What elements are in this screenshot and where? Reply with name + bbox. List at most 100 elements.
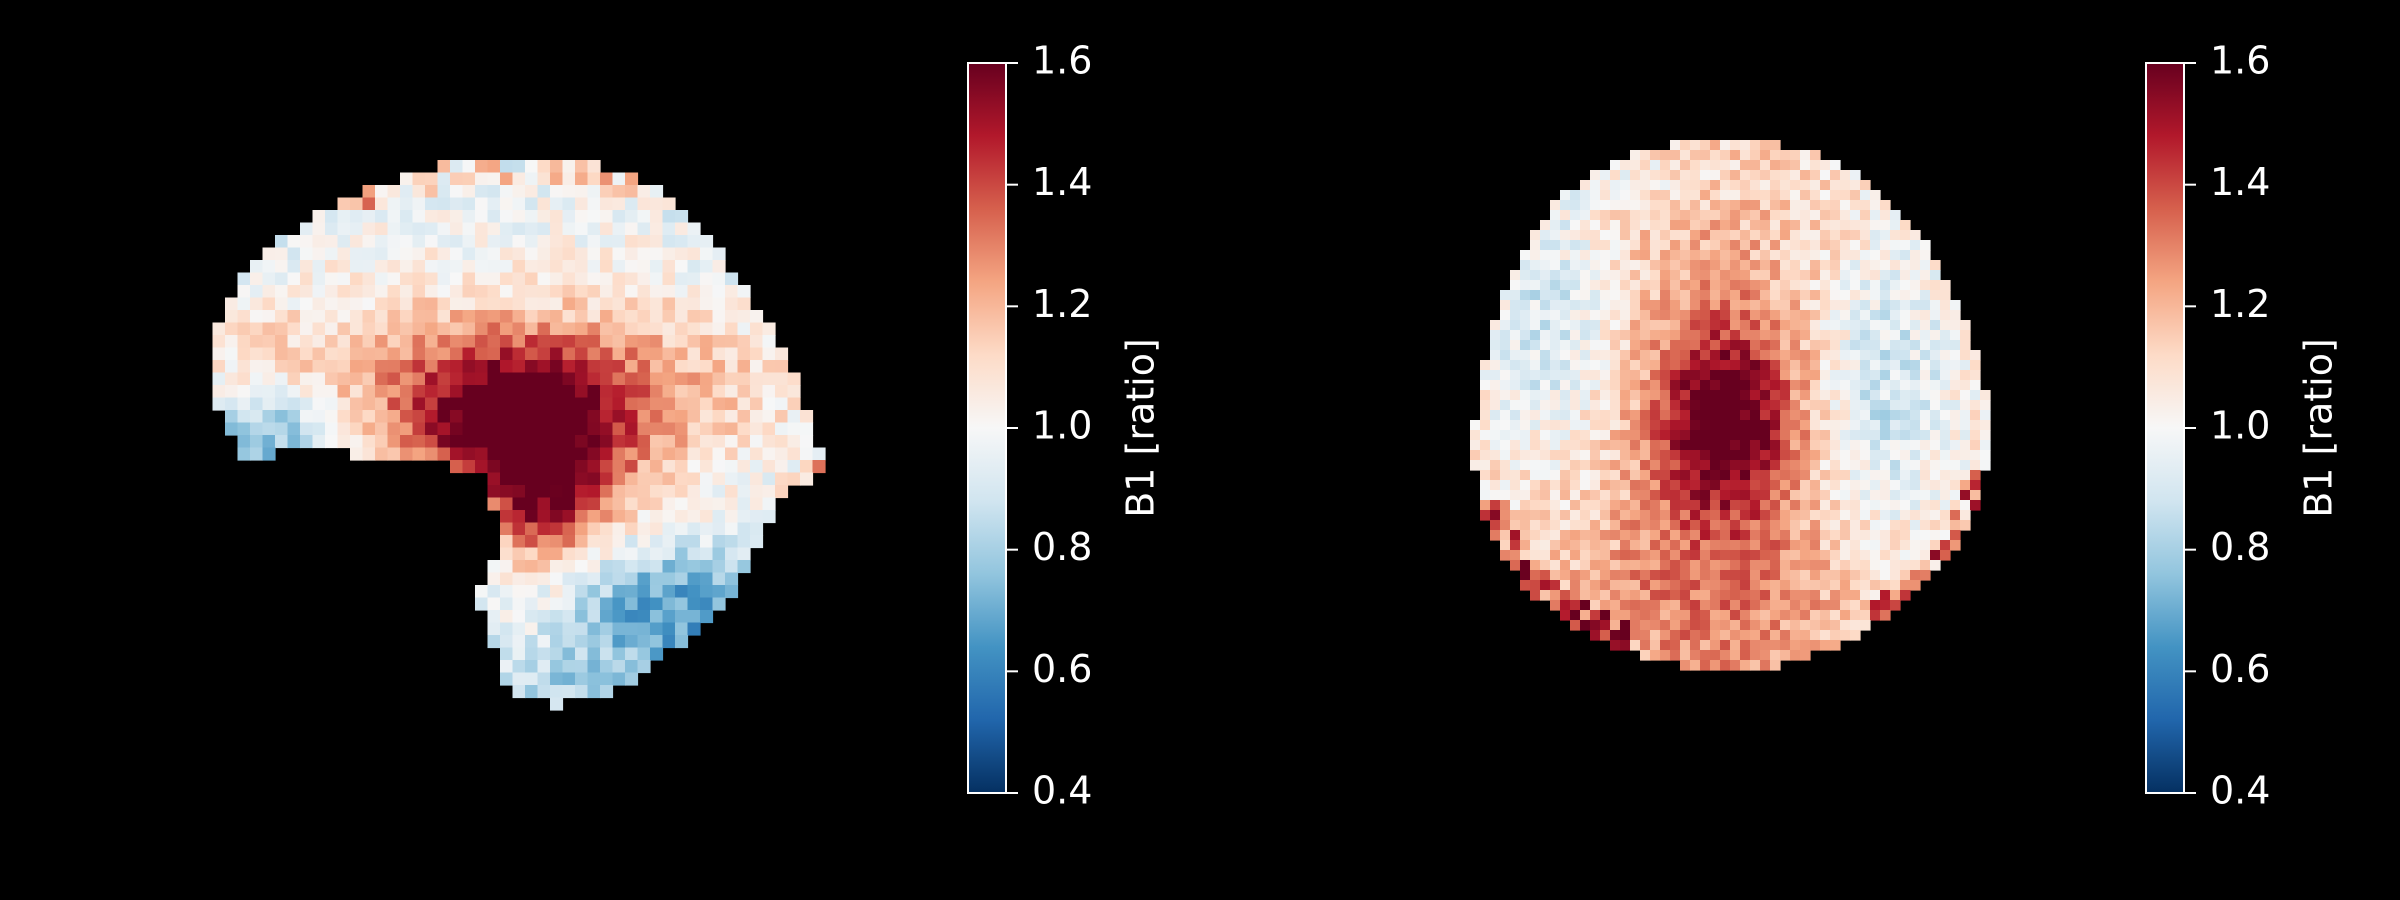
heatmap-2-cell	[1650, 280, 1661, 291]
heatmap-1-cell	[775, 397, 789, 411]
heatmap-2-cell	[1700, 280, 1711, 291]
heatmap-2-cell	[1640, 160, 1651, 171]
heatmap-2-cell	[1680, 450, 1691, 461]
heatmap-2-cell	[1950, 460, 1961, 471]
heatmap-2-cell	[1710, 220, 1721, 231]
heatmap-1-cell	[512, 447, 526, 461]
heatmap-2-cell	[1550, 320, 1561, 331]
heatmap-1-cell	[600, 335, 614, 349]
heatmap-2-cell	[1850, 390, 1861, 401]
heatmap-2-cell	[1780, 300, 1791, 311]
heatmap-2-cell	[1520, 300, 1531, 311]
heatmap-1-cell	[800, 435, 814, 449]
heatmap-2-cell	[1750, 640, 1761, 651]
heatmap-1-cell	[387, 222, 401, 236]
heatmap-2-cell	[1920, 550, 1931, 561]
heatmap-1-cell	[525, 260, 539, 274]
heatmap-1-cell	[512, 160, 526, 174]
heatmap-1-cell	[637, 647, 651, 661]
heatmap-2-cell	[1850, 610, 1861, 621]
heatmap-1-cell	[575, 360, 589, 374]
heatmap-1-cell	[487, 447, 501, 461]
heatmap-2-cell	[1470, 460, 1481, 471]
heatmap-2-cell	[1780, 260, 1791, 271]
heatmap-2-cell	[1780, 310, 1791, 321]
heatmap-1-cell	[612, 285, 626, 299]
heatmap-2-cell	[1800, 230, 1811, 241]
heatmap-1-cell	[712, 297, 726, 311]
heatmap-2-cell	[1760, 200, 1771, 211]
heatmap-2-cell	[1740, 370, 1751, 381]
heatmap-2-cell	[1510, 380, 1521, 391]
heatmap-1-cell	[787, 472, 801, 486]
heatmap-1-cell	[562, 172, 576, 186]
heatmap-2-cell	[1470, 430, 1481, 441]
heatmap-1-cell	[462, 372, 476, 386]
heatmap-1-cell	[500, 522, 514, 536]
heatmap-2-cell	[1870, 460, 1881, 471]
heatmap-2-cell	[1630, 340, 1641, 351]
heatmap-2-cell	[1500, 400, 1511, 411]
heatmap-1-cell	[550, 485, 564, 499]
heatmap-1-cell	[325, 385, 339, 399]
heatmap-1-cell	[600, 635, 614, 649]
heatmap-1-cell	[587, 210, 601, 224]
heatmap-2-cell	[1930, 410, 1941, 421]
heatmap-1-cell	[362, 397, 376, 411]
heatmap-2-cell	[1530, 380, 1541, 391]
heatmap-2-cell	[1720, 360, 1731, 371]
heatmap-2-cell	[1690, 400, 1701, 411]
heatmap-2-cell	[1830, 290, 1841, 301]
heatmap-1-cell	[737, 510, 751, 524]
heatmap-2-cell	[1880, 510, 1891, 521]
heatmap-2-cell	[1860, 470, 1871, 481]
heatmap-2-cell	[1930, 440, 1941, 451]
heatmap-2-cell	[1750, 560, 1761, 571]
heatmap-2-cell	[1720, 600, 1731, 611]
heatmap-2-cell	[1700, 310, 1711, 321]
heatmap-2-cell	[1630, 550, 1641, 561]
heatmap-2-cell	[1740, 520, 1751, 531]
heatmap-1-cell	[450, 435, 464, 449]
heatmap-2-cell	[1580, 200, 1591, 211]
heatmap-1-cell	[462, 222, 476, 236]
colorbar-1-tick-label-4: 1.2	[1032, 282, 1092, 326]
heatmap-2-cell	[1820, 360, 1831, 371]
heatmap-2-cell	[1920, 270, 1931, 281]
heatmap-2-cell	[1600, 540, 1611, 551]
heatmap-1-cell	[587, 235, 601, 249]
heatmap-2-cell	[1810, 320, 1821, 331]
heatmap-2-cell	[1840, 440, 1851, 451]
heatmap-2-cell	[1740, 500, 1751, 511]
heatmap-2-cell	[1490, 370, 1501, 381]
heatmap-2-cell	[1820, 540, 1831, 551]
heatmap-2-cell	[1660, 170, 1671, 181]
heatmap-2-cell	[1790, 260, 1801, 271]
heatmap-2-cell	[1730, 460, 1741, 471]
heatmap-2-cell	[1610, 450, 1621, 461]
heatmap-2-cell	[1540, 360, 1551, 371]
heatmap-2-cell	[1610, 280, 1621, 291]
heatmap-2-cell	[1900, 520, 1911, 531]
heatmap-2-cell	[1880, 260, 1891, 271]
heatmap-1-cell	[325, 410, 339, 424]
heatmap-1-cell	[612, 560, 626, 574]
heatmap-2-cell	[1770, 410, 1781, 421]
heatmap-2-cell	[1790, 160, 1801, 171]
heatmap-2-cell	[1900, 320, 1911, 331]
heatmap-2-cell	[1780, 430, 1791, 441]
heatmap-1-cell	[675, 610, 689, 624]
heatmap-2-cell	[1670, 230, 1681, 241]
heatmap-1-cell	[612, 322, 626, 336]
heatmap-2-cell	[1770, 620, 1781, 631]
heatmap-2-cell	[1660, 300, 1671, 311]
heatmap-2-cell	[1790, 440, 1801, 451]
heatmap-1-cell	[537, 635, 551, 649]
heatmap-2-cell	[1680, 490, 1691, 501]
heatmap-2-cell	[1540, 410, 1551, 421]
heatmap-1-cell	[312, 297, 326, 311]
heatmap-2-cell	[1950, 470, 1961, 481]
heatmap-1-cell	[412, 385, 426, 399]
heatmap-2-cell	[1610, 250, 1621, 261]
heatmap-2-cell	[1740, 430, 1751, 441]
